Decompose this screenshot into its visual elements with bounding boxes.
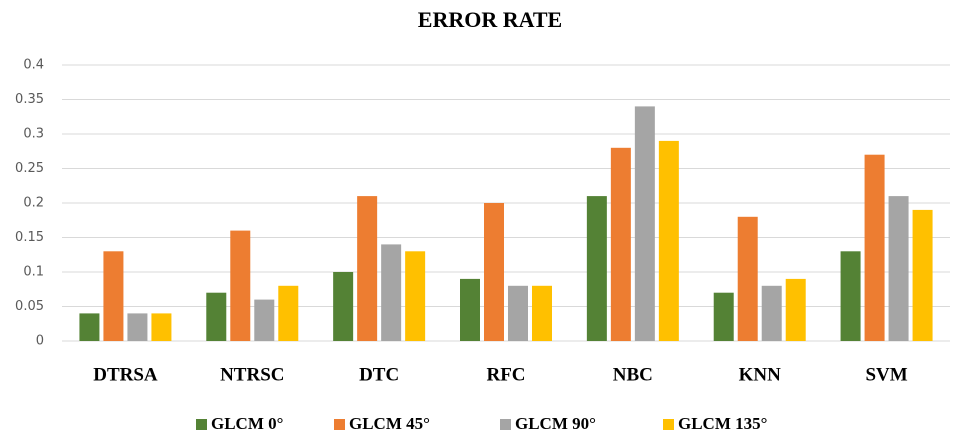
legend-label: GLCM 135°	[678, 414, 767, 433]
x-tick-label: DTC	[359, 364, 399, 385]
bar	[532, 285, 552, 341]
bar	[508, 285, 528, 341]
bar	[103, 251, 124, 341]
legend-swatch	[500, 419, 511, 430]
y-tick-label: 0.15	[15, 230, 44, 245]
y-tick-label: 0.25	[15, 161, 44, 176]
bar	[460, 278, 480, 341]
bar	[761, 285, 782, 341]
legend-swatch	[663, 419, 674, 430]
x-tick-label: RFC	[486, 364, 525, 385]
bar	[230, 230, 251, 341]
x-tick-label: DTRSA	[93, 364, 158, 385]
y-tick-label: 0.2	[23, 196, 44, 211]
legend-label: GLCM 45°	[349, 414, 430, 433]
y-tick-label: 0.05	[15, 299, 44, 314]
y-tick-label: 0.1	[23, 265, 44, 280]
bar	[151, 313, 172, 341]
bar	[785, 278, 806, 341]
bar	[206, 292, 227, 341]
legend-swatch	[196, 419, 207, 430]
bar	[840, 251, 861, 341]
bar	[357, 196, 378, 341]
x-tick-label: KNN	[739, 364, 782, 385]
y-tick-label: 0.4	[23, 58, 44, 73]
chart-title: ERROR RATE	[418, 7, 562, 32]
bar	[127, 313, 148, 341]
y-tick-label: 0	[36, 334, 44, 349]
bar	[713, 292, 734, 341]
bar	[254, 299, 275, 341]
y-tick-label: 0.3	[23, 127, 44, 142]
bar	[405, 251, 426, 341]
x-tick-label: NBC	[613, 364, 653, 385]
bar	[912, 209, 933, 341]
bar	[278, 285, 299, 341]
bar	[610, 147, 631, 341]
legend-swatch	[334, 419, 345, 430]
bar	[586, 196, 607, 341]
legend-label: GLCM 90°	[515, 414, 596, 433]
y-tick-label: 0.35	[15, 92, 44, 107]
bar	[737, 216, 758, 341]
legend-label: GLCM 0°	[211, 414, 283, 433]
bar	[333, 272, 354, 341]
x-tick-label: NTRSC	[220, 364, 284, 385]
bar	[888, 196, 909, 341]
bar	[381, 244, 402, 341]
bar	[658, 140, 679, 341]
bar	[484, 203, 504, 341]
x-tick-label: SVM	[865, 364, 907, 385]
bar	[864, 154, 885, 341]
bar	[79, 313, 100, 341]
bar	[634, 106, 655, 342]
